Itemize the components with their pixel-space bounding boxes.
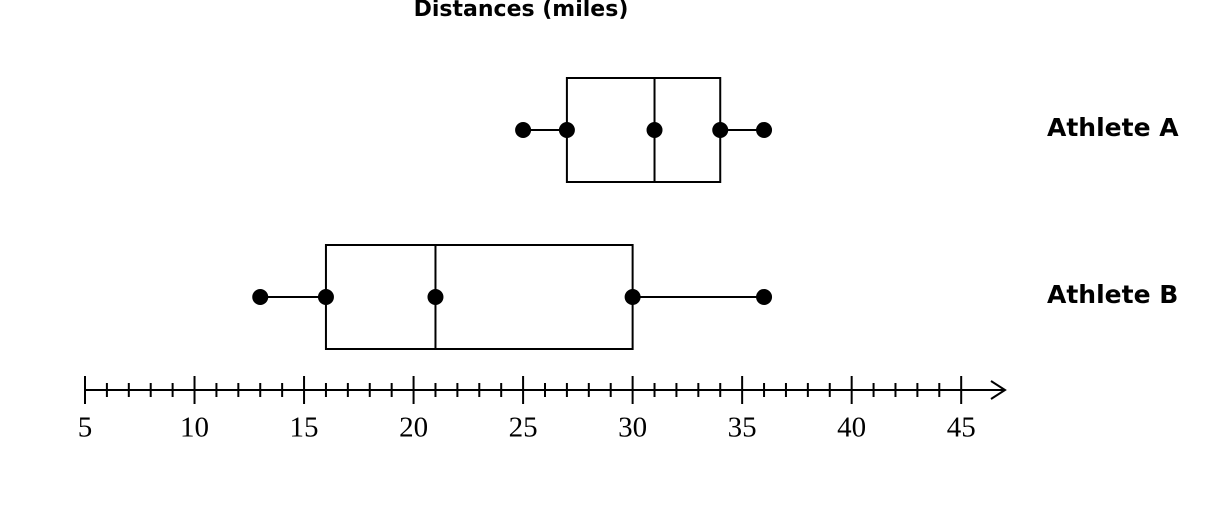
- box: [324, 244, 634, 350]
- box: [565, 77, 722, 183]
- x-tick-label: 15: [290, 412, 319, 444]
- category-label: Athlete B: [1047, 280, 1178, 309]
- category-label: Athlete A: [1047, 113, 1179, 142]
- point: [427, 289, 444, 305]
- x-tick-label: 10: [180, 412, 209, 444]
- axis-arrow: [990, 380, 1007, 400]
- x-tick-label: 30: [618, 412, 647, 444]
- x-tick-label: 25: [509, 412, 538, 444]
- point: [558, 122, 575, 138]
- x-tick-label: 5: [78, 412, 93, 444]
- chart-title: Distances (miles): [414, 0, 629, 22]
- point: [646, 122, 663, 138]
- x-tick-label: 45: [947, 412, 976, 444]
- x-tick-label: 40: [837, 412, 866, 444]
- point: [252, 289, 269, 305]
- point: [756, 289, 773, 305]
- point: [317, 289, 334, 305]
- point: [756, 122, 773, 138]
- point: [515, 122, 532, 138]
- x-tick-label: 35: [728, 412, 757, 444]
- x-tick-label: 20: [399, 412, 428, 444]
- point: [712, 122, 729, 138]
- point: [624, 289, 641, 305]
